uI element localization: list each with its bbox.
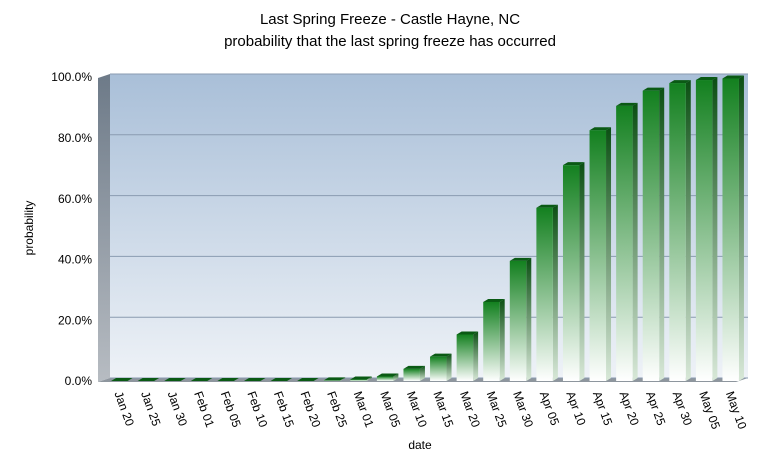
x-tick-label: Mar 01 <box>351 389 377 429</box>
y-tick-label: 20.0% <box>58 313 92 327</box>
bar-top <box>217 378 239 381</box>
x-tick-label: Jan 25 <box>138 389 164 428</box>
bar-top <box>509 257 532 261</box>
x-tick-label: Mar 10 <box>404 389 430 429</box>
bar-top <box>695 77 718 81</box>
bar <box>430 356 447 381</box>
x-tick-label: Apr 20 <box>617 389 642 427</box>
bar-top <box>243 378 266 381</box>
bar-side <box>499 298 505 381</box>
plot-background <box>110 74 748 378</box>
bar-side <box>738 75 744 382</box>
bar-side <box>446 353 452 381</box>
y-tick-label: 0.0% <box>65 374 93 388</box>
bar-side <box>419 365 425 381</box>
bar-top <box>164 378 186 381</box>
bar <box>669 83 686 381</box>
bar-top <box>323 377 346 381</box>
bar-top <box>456 331 479 335</box>
bar-top <box>669 80 691 84</box>
y-axis-label: probability <box>22 201 36 256</box>
bar-side <box>340 377 346 381</box>
x-tick-label: Apr 10 <box>563 389 588 427</box>
bar <box>509 260 527 381</box>
bar-top <box>190 378 213 381</box>
x-axis-label: date <box>408 438 432 452</box>
bar <box>616 105 633 381</box>
bar <box>483 301 500 381</box>
bar-top <box>111 378 133 381</box>
bar-top <box>589 127 612 131</box>
bar-top <box>562 162 585 166</box>
bar-side <box>393 373 399 381</box>
bar-side <box>712 77 718 381</box>
bar-top <box>137 378 160 381</box>
x-tick-label: Feb 05 <box>218 389 244 429</box>
bar-top <box>430 353 452 357</box>
bar-top <box>642 87 665 91</box>
bar <box>722 78 739 382</box>
bar-side <box>366 376 372 381</box>
bar-top <box>297 378 319 381</box>
y-tick-label: 100.0% <box>51 70 92 84</box>
y-tick-label: 80.0% <box>58 131 92 145</box>
x-tick-label: Feb 20 <box>298 389 324 429</box>
x-tick-label: Jan 30 <box>165 389 191 428</box>
bar-side <box>473 331 479 381</box>
x-tick-label: Feb 25 <box>324 389 350 429</box>
x-tick-label: Mar 25 <box>484 389 510 429</box>
bar <box>589 130 607 381</box>
bar-top <box>270 378 293 381</box>
x-tick-label: Mar 05 <box>377 389 403 429</box>
bar <box>323 380 341 381</box>
bar-top <box>722 75 744 79</box>
bar-side <box>685 80 691 381</box>
x-tick-label: Feb 01 <box>191 389 217 429</box>
bar <box>562 165 580 381</box>
x-tick-label: Apr 05 <box>537 389 562 427</box>
bar <box>456 334 474 381</box>
bar-side <box>659 87 665 382</box>
bar <box>536 207 553 381</box>
bar-top <box>483 298 505 302</box>
bar <box>695 80 713 381</box>
x-tick-label: Feb 10 <box>244 389 270 429</box>
x-tick-label: Apr 30 <box>670 389 695 427</box>
bar-side <box>552 204 558 381</box>
x-tick-label: Apr 25 <box>643 389 668 427</box>
x-tick-label: Apr 15 <box>590 389 615 427</box>
bar-top <box>616 102 638 106</box>
x-tick-label: May 10 <box>723 389 750 431</box>
bar-side <box>632 102 638 381</box>
x-tick-label: Mar 30 <box>510 389 536 429</box>
chart-subtitle: probability that the last spring freeze … <box>224 33 556 50</box>
x-tick-label: Mar 15 <box>430 389 456 429</box>
x-tick-label: Feb 15 <box>271 389 297 429</box>
left-wall <box>98 74 110 382</box>
bar-top <box>536 204 558 208</box>
bar-side <box>606 127 612 381</box>
bar <box>376 376 394 381</box>
bar <box>403 368 420 381</box>
bar <box>350 379 367 381</box>
y-tick-label: 60.0% <box>58 192 92 206</box>
bar-top <box>376 373 399 377</box>
bar <box>642 90 660 382</box>
x-tick-label: Jan 20 <box>111 389 137 428</box>
bar-top <box>350 376 372 380</box>
bar-side <box>579 162 585 381</box>
x-tick-label: Mar 20 <box>457 389 483 429</box>
y-tick-label: 40.0% <box>58 253 92 267</box>
bar-top <box>403 365 425 369</box>
x-tick-label: May 05 <box>696 389 723 431</box>
chart-title: Last Spring Freeze - Castle Hayne, NC <box>260 11 520 28</box>
bar-side <box>526 257 532 381</box>
